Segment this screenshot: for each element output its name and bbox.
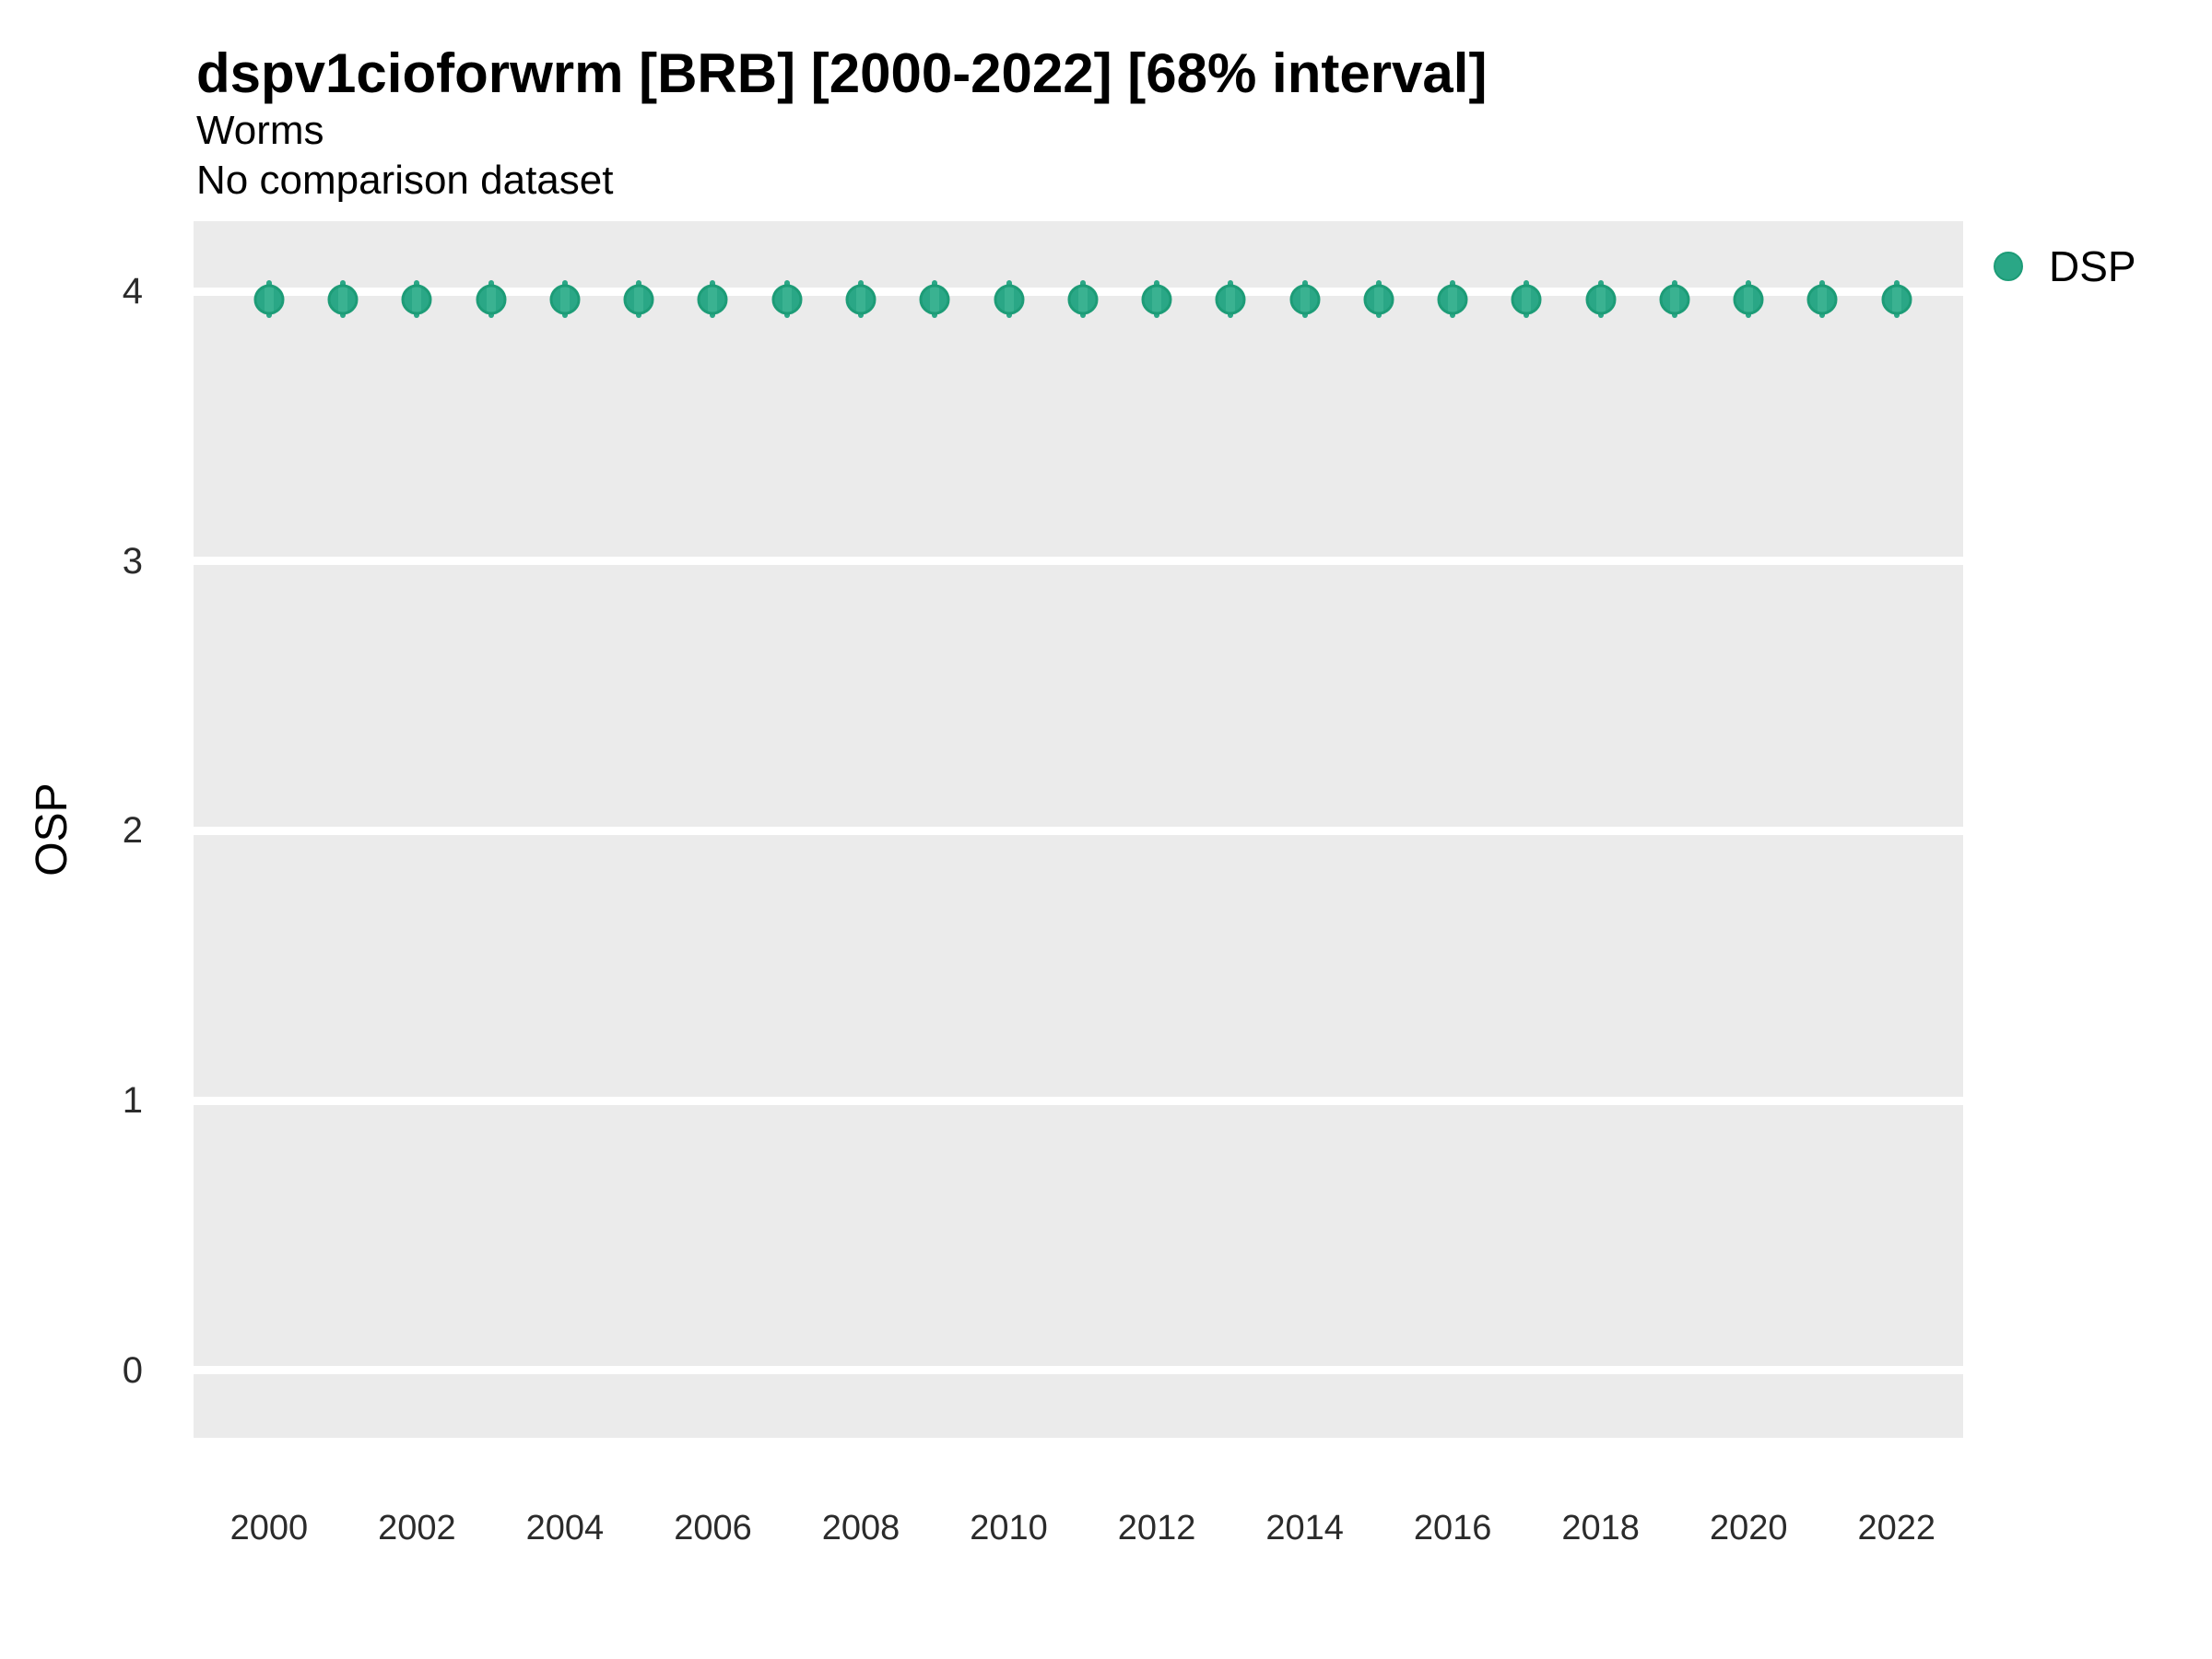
- chart-comparison-note: No comparison dataset: [196, 158, 614, 203]
- legend: DSP: [1994, 245, 2136, 288]
- point-circle-2012: [1141, 284, 1172, 315]
- point-circle-2015: [1363, 284, 1394, 315]
- x-tick-label-2012: 2012: [1117, 1509, 1196, 1547]
- point-circle-2022: [1881, 284, 1912, 315]
- point-circle-2003: [476, 284, 507, 315]
- point-circle-2004: [549, 284, 581, 315]
- point-circle-2020: [1733, 284, 1764, 315]
- y-gridline-1: [194, 1096, 1963, 1105]
- point-circle-2002: [401, 284, 432, 315]
- point-circle-2008: [845, 284, 877, 315]
- point-circle-2017: [1511, 284, 1542, 315]
- point-circle-2005: [623, 284, 654, 315]
- point-circle-2000: [253, 284, 285, 315]
- point-circle-2011: [1067, 284, 1099, 315]
- x-tick-label-2016: 2016: [1413, 1509, 1492, 1547]
- point-circle-2001: [327, 284, 359, 315]
- point-circle-2006: [697, 284, 728, 315]
- y-gridline-3: [194, 557, 1963, 566]
- x-tick-label-2018: 2018: [1561, 1509, 1640, 1547]
- x-tick-label-2006: 2006: [674, 1509, 752, 1547]
- point-circle-2016: [1437, 284, 1468, 315]
- x-tick-label-2002: 2002: [378, 1509, 456, 1547]
- point-circle-2021: [1806, 284, 1838, 315]
- y-tick-label-2: 2: [122, 810, 143, 852]
- legend-label: DSP: [2049, 242, 2136, 290]
- point-circle-2010: [994, 284, 1025, 315]
- chart-title: dspv1cioforwrm [BRB] [2000-2022] [68% in…: [196, 42, 1488, 104]
- point-circle-2014: [1289, 284, 1321, 315]
- y-tick-label-1: 1: [122, 1080, 143, 1122]
- y-tick-label-0: 0: [122, 1349, 143, 1391]
- point-circle-2019: [1659, 284, 1690, 315]
- x-tick-label-2020: 2020: [1709, 1509, 1788, 1547]
- y-gridline-2: [194, 826, 1963, 835]
- x-tick-label-2014: 2014: [1265, 1509, 1344, 1547]
- legend-key-dot: [1994, 252, 2023, 281]
- x-tick-label-2000: 2000: [229, 1509, 309, 1547]
- point-circle-2009: [919, 284, 950, 315]
- chart-subtitle: Worms: [196, 108, 324, 153]
- point-circle-2013: [1215, 284, 1246, 315]
- y-tick-label-3: 3: [122, 540, 143, 582]
- x-tick-label-2010: 2010: [970, 1509, 1048, 1547]
- x-tick-label-2004: 2004: [525, 1509, 605, 1547]
- y-gridline-0: [194, 1366, 1963, 1375]
- point-circle-2007: [771, 284, 803, 315]
- x-tick-label-2022: 2022: [1857, 1509, 1936, 1547]
- y-tick-label-4: 4: [122, 271, 143, 312]
- point-circle-2018: [1585, 284, 1617, 315]
- x-tick-label-2008: 2008: [821, 1509, 900, 1547]
- plot-panel: [194, 221, 1963, 1438]
